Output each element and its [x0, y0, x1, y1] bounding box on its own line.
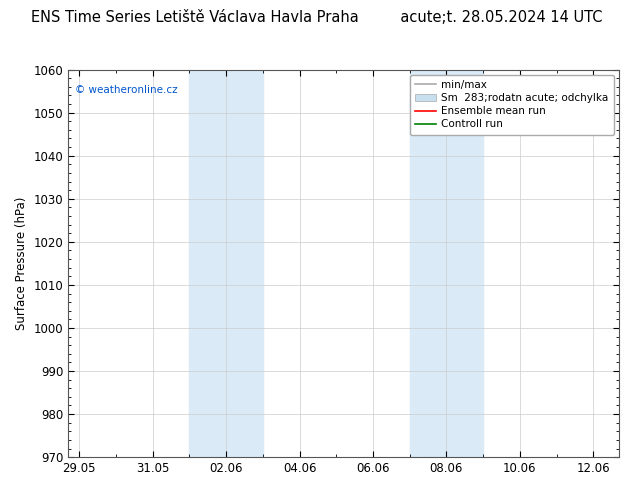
- Text: © weatheronline.cz: © weatheronline.cz: [75, 85, 178, 95]
- Y-axis label: Surface Pressure (hPa): Surface Pressure (hPa): [15, 196, 28, 330]
- Text: ENS Time Series Letiště Václava Havla Praha         acute;t. 28.05.2024 14 UTC: ENS Time Series Letiště Václava Havla Pr…: [31, 10, 603, 25]
- Legend: min/max, Sm  283;rodatn acute; odchylka, Ensemble mean run, Controll run: min/max, Sm 283;rodatn acute; odchylka, …: [410, 75, 614, 135]
- Bar: [190, 70, 263, 457]
- Bar: [410, 70, 483, 457]
